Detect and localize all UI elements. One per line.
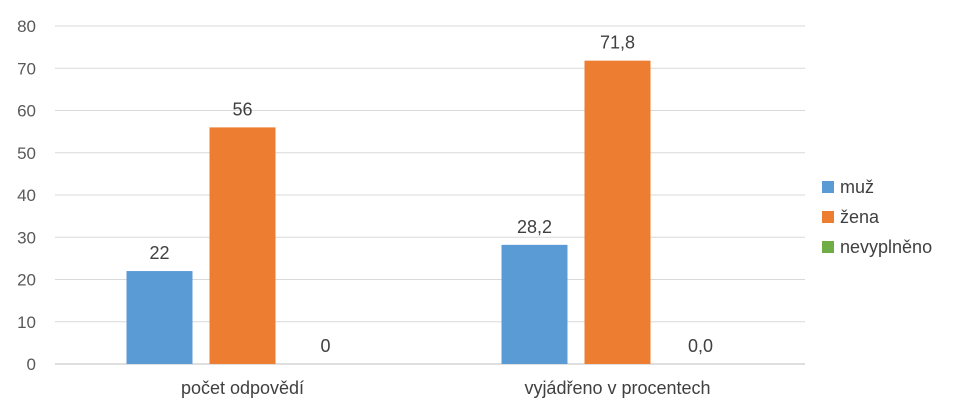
y-tick-label: 60 [17, 102, 36, 121]
legend-item-nevyplneno: nevyplněno [822, 232, 932, 262]
legend-item-muz: muž [822, 172, 932, 202]
data-label: 22 [149, 243, 169, 263]
bar [584, 60, 651, 365]
y-tick-label: 20 [17, 271, 36, 290]
legend-swatch [822, 241, 834, 253]
data-label: 0,0 [688, 336, 713, 356]
bars [126, 60, 651, 365]
bar [209, 127, 276, 365]
x-category-label: počet odpovědí [181, 378, 304, 398]
legend: muž žena nevyplněno [822, 172, 932, 262]
legend-label: muž [840, 176, 875, 197]
legend-item-zena: žena [822, 202, 932, 232]
y-tick-label: 80 [17, 17, 36, 36]
data-label: 0 [320, 336, 330, 356]
y-tick-label: 0 [27, 355, 36, 374]
bar [501, 244, 568, 364]
x-axis: počet odpovědí vyjádřeno v procentech [181, 378, 711, 398]
y-tick-label: 50 [17, 144, 36, 163]
legend-label: žena [840, 206, 880, 227]
x-category-label: vyjádřeno v procentech [524, 378, 710, 398]
data-labels: 22 56 0 28,2 71,8 0,0 [149, 33, 713, 356]
legend-swatch [822, 181, 834, 193]
data-label: 56 [232, 99, 252, 119]
y-tick-label: 40 [17, 186, 36, 205]
data-label: 71,8 [600, 33, 635, 53]
y-axis: 0 10 20 30 40 50 60 70 80 [17, 17, 36, 374]
legend-label: nevyplněno [840, 236, 933, 257]
legend-swatch [822, 211, 834, 223]
y-tick-label: 70 [17, 59, 36, 78]
y-tick-label: 10 [17, 313, 36, 332]
data-label: 28,2 [517, 217, 552, 237]
y-tick-label: 30 [17, 228, 36, 247]
bar [126, 271, 193, 364]
